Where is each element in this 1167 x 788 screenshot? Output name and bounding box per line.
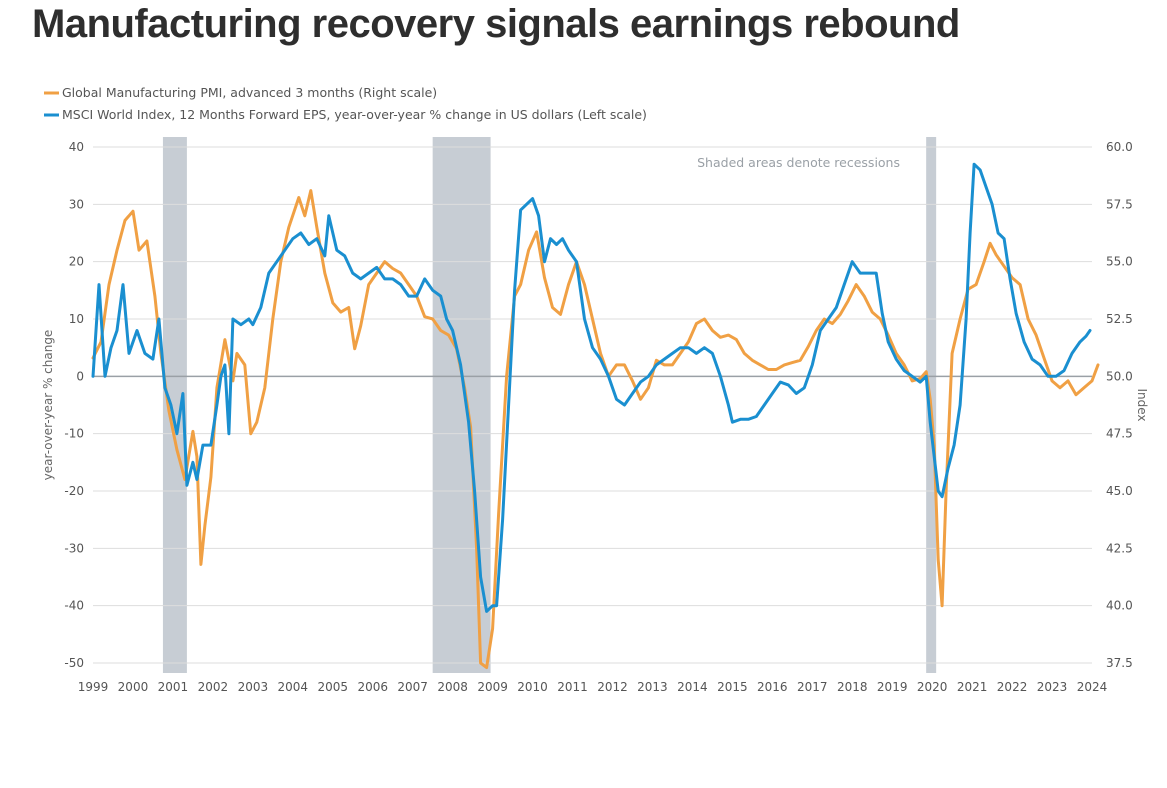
y-left-tick-label: -50: [64, 656, 84, 670]
series-line-eps: [91, 162, 1092, 613]
x-tick-label: 2011: [557, 680, 588, 694]
y-left-tick-label: 20: [69, 255, 84, 269]
y-right-tick-label: 60.0: [1106, 140, 1133, 154]
left-axis-ticks: 40 30 20 10 0 -10 -20 -30 -40 -50: [64, 140, 84, 670]
legend: Global Manufacturing PMI, advanced 3 mon…: [44, 85, 647, 122]
x-tick-label: 2002: [198, 680, 229, 694]
x-tick-label: 2023: [1037, 680, 1068, 694]
y-right-tick-label: 50.0: [1106, 369, 1133, 383]
recession-shading: [162, 137, 937, 673]
x-tick-label: 2019: [877, 680, 908, 694]
x-tick-label: 2004: [278, 680, 309, 694]
x-tick-label: 2016: [757, 680, 788, 694]
x-tick-label: 2017: [797, 680, 828, 694]
legend-label-pmi: Global Manufacturing PMI, advanced 3 mon…: [62, 85, 437, 100]
x-tick-label: 2009: [477, 680, 508, 694]
x-tick-label: 2010: [517, 680, 548, 694]
y-right-tick-label: 40.0: [1106, 599, 1133, 613]
y-left-tick-label: 30: [69, 197, 84, 211]
x-axis-ticks: 1999 2000 2001 2002 2003 2004 2005 2006 2007 2008…: [78, 680, 1108, 694]
y-right-tick-label: 55.0: [1106, 255, 1133, 269]
y-left-tick-label: -40: [64, 599, 84, 613]
legend-label-eps: MSCI World Index, 12 Months Forward EPS,…: [62, 107, 647, 122]
x-tick-label: 2003: [238, 680, 269, 694]
x-tick-label: 2022: [997, 680, 1028, 694]
x-tick-label: 2005: [317, 680, 348, 694]
series-lines: [91, 162, 1100, 670]
x-tick-label: 2012: [597, 680, 628, 694]
series-line-pmi: [91, 189, 1100, 670]
y-right-tick-label: 57.5: [1106, 197, 1133, 211]
x-tick-label: 2007: [397, 680, 428, 694]
x-tick-label: 2013: [637, 680, 668, 694]
chart-title: Manufacturing recovery signals earnings …: [32, 2, 960, 46]
y-left-tick-label: -10: [64, 427, 84, 441]
y-right-tick-label: 42.5: [1106, 541, 1133, 555]
x-tick-label: 2021: [957, 680, 988, 694]
x-tick-label: 2006: [357, 680, 388, 694]
x-tick-label: 2008: [437, 680, 468, 694]
right-axis-ticks: 60.0 57.5 55.0 52.5 50.0 47.5 45.0 42.5 40.0 37.5: [1106, 140, 1133, 670]
x-tick-label: 2001: [158, 680, 189, 694]
recession-annotation: Shaded areas denote recessions: [697, 155, 900, 170]
x-tick-label: 2018: [837, 680, 868, 694]
y-right-tick-label: 45.0: [1106, 484, 1133, 498]
y-left-tick-label: 10: [69, 312, 84, 326]
x-tick-label: 2020: [917, 680, 948, 694]
x-tick-label: 1999: [78, 680, 109, 694]
y-left-tick-label: -20: [64, 484, 84, 498]
x-tick-label: 2014: [677, 680, 708, 694]
x-tick-label: 2015: [717, 680, 748, 694]
x-tick-label: 2024: [1077, 680, 1108, 694]
y-axis-right-label: Index: [1135, 388, 1149, 421]
y-right-tick-label: 47.5: [1106, 427, 1133, 441]
y-right-tick-label: 52.5: [1106, 312, 1133, 326]
y-left-tick-label: 40: [69, 140, 84, 154]
y-axis-left-label: year-over-year % change: [41, 330, 55, 481]
recession-band-1: [162, 137, 187, 673]
y-left-tick-label: 0: [76, 369, 84, 383]
x-tick-label: 2000: [118, 680, 149, 694]
y-right-tick-label: 37.5: [1106, 656, 1133, 670]
y-left-tick-label: -30: [64, 541, 84, 555]
